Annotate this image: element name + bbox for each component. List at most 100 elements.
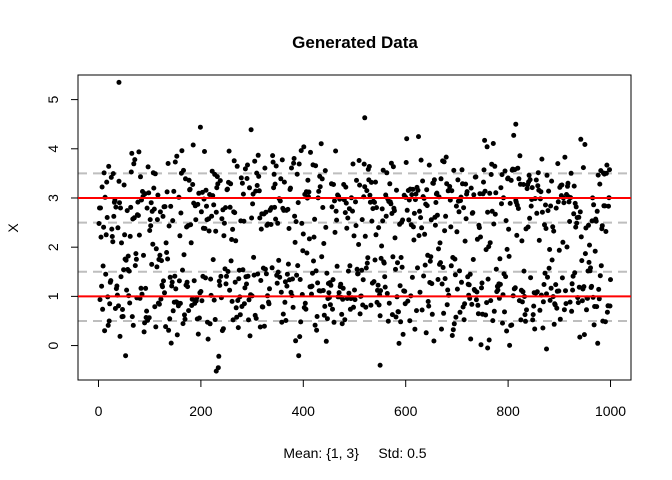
data-point bbox=[144, 205, 150, 211]
data-point bbox=[229, 298, 235, 304]
data-point bbox=[462, 301, 468, 307]
data-point bbox=[433, 200, 439, 205]
data-point bbox=[454, 286, 460, 292]
data-point bbox=[258, 278, 264, 283]
data-point bbox=[488, 298, 494, 304]
data-point bbox=[559, 182, 565, 188]
data-point bbox=[492, 163, 498, 169]
data-point bbox=[133, 251, 139, 257]
data-point bbox=[413, 191, 419, 197]
data-point bbox=[565, 180, 571, 186]
data-point bbox=[323, 224, 329, 230]
outlier-point bbox=[377, 362, 383, 368]
data-point bbox=[125, 253, 131, 259]
data-point bbox=[273, 163, 279, 169]
data-point bbox=[202, 226, 208, 231]
data-point bbox=[227, 287, 233, 293]
data-point bbox=[545, 274, 550, 280]
data-point bbox=[563, 288, 568, 294]
data-point bbox=[246, 317, 251, 323]
data-point bbox=[424, 203, 430, 209]
data-point bbox=[354, 177, 359, 183]
data-point bbox=[164, 250, 170, 255]
data-point bbox=[549, 257, 555, 263]
data-point bbox=[363, 265, 369, 271]
data-point bbox=[499, 201, 504, 207]
data-point bbox=[293, 219, 299, 225]
data-point bbox=[603, 170, 609, 176]
data-point bbox=[417, 208, 422, 214]
data-point bbox=[128, 169, 134, 175]
data-point bbox=[535, 183, 541, 189]
data-point bbox=[256, 188, 262, 194]
data-point bbox=[429, 311, 435, 317]
data-point bbox=[362, 233, 368, 239]
data-point bbox=[196, 315, 202, 321]
data-point bbox=[255, 271, 261, 277]
data-point bbox=[415, 187, 421, 193]
data-point bbox=[141, 252, 146, 258]
data-point bbox=[309, 291, 314, 297]
data-point bbox=[195, 331, 201, 337]
data-point bbox=[294, 272, 300, 278]
data-point bbox=[328, 282, 334, 288]
data-point bbox=[503, 274, 509, 280]
data-point bbox=[398, 255, 404, 260]
data-point bbox=[369, 218, 375, 224]
data-point bbox=[511, 132, 517, 138]
data-point bbox=[124, 287, 130, 293]
data-point bbox=[284, 283, 290, 289]
data-point bbox=[527, 177, 533, 183]
data-point bbox=[591, 202, 597, 208]
data-point bbox=[180, 267, 185, 273]
data-point bbox=[442, 276, 448, 282]
data-point bbox=[449, 333, 455, 338]
data-point bbox=[432, 222, 438, 228]
data-point bbox=[240, 267, 246, 273]
data-point bbox=[397, 283, 403, 289]
data-point bbox=[440, 265, 446, 270]
data-point bbox=[578, 234, 584, 240]
data-point bbox=[608, 277, 613, 283]
data-point bbox=[422, 262, 428, 268]
data-point bbox=[486, 337, 492, 343]
data-point bbox=[479, 280, 485, 286]
data-point bbox=[225, 186, 230, 192]
data-point bbox=[156, 301, 162, 307]
data-point bbox=[172, 273, 178, 279]
data-point bbox=[559, 275, 565, 281]
data-point bbox=[147, 228, 153, 233]
data-point bbox=[99, 184, 105, 190]
data-point bbox=[136, 232, 142, 238]
data-point bbox=[377, 313, 383, 319]
data-point bbox=[313, 163, 319, 169]
outlier-point bbox=[362, 115, 368, 121]
data-point bbox=[391, 208, 397, 214]
data-point bbox=[244, 281, 249, 287]
data-point bbox=[493, 190, 499, 196]
data-point bbox=[515, 165, 521, 171]
data-point bbox=[452, 272, 458, 278]
data-point bbox=[169, 279, 175, 285]
data-point bbox=[214, 185, 220, 191]
data-point bbox=[421, 273, 427, 279]
data-point bbox=[467, 271, 473, 277]
data-point bbox=[390, 164, 396, 170]
data-point bbox=[365, 255, 371, 261]
data-point bbox=[441, 159, 447, 165]
data-point bbox=[356, 158, 362, 163]
data-point bbox=[182, 312, 187, 318]
data-point bbox=[189, 296, 195, 302]
data-point bbox=[242, 285, 248, 291]
data-point bbox=[186, 177, 192, 183]
data-point bbox=[424, 187, 430, 193]
data-point bbox=[181, 252, 187, 258]
data-point bbox=[110, 171, 116, 177]
data-point bbox=[555, 161, 561, 167]
data-point bbox=[579, 298, 585, 304]
data-point bbox=[188, 222, 194, 228]
data-point bbox=[457, 309, 463, 315]
data-point bbox=[167, 316, 173, 322]
data-point bbox=[163, 240, 169, 246]
data-point bbox=[339, 321, 345, 327]
